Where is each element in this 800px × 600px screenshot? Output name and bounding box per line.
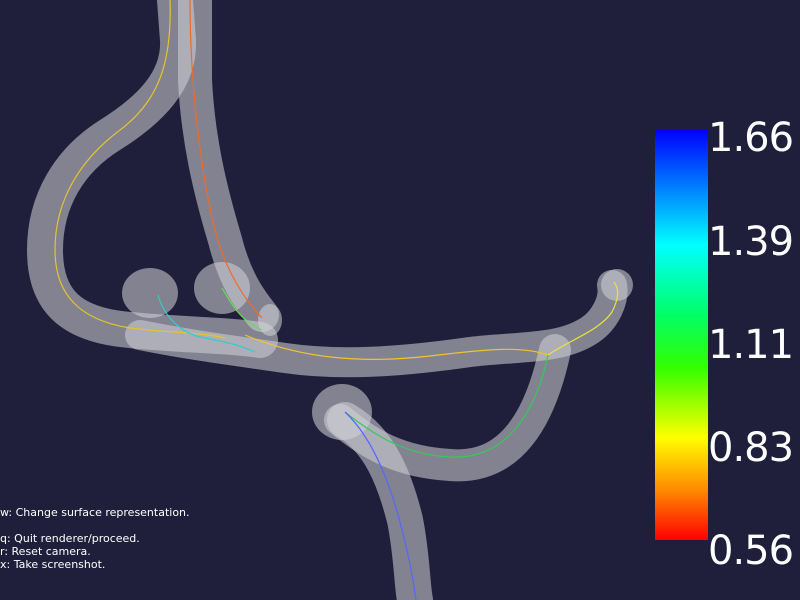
scalar-colorbar bbox=[655, 130, 708, 540]
help-quit: q: Quit renderer/proceed. bbox=[0, 532, 140, 545]
colorbar-tick-3: 1.11 bbox=[708, 322, 794, 368]
colorbar-tick-min: 0.56 bbox=[708, 528, 794, 574]
help-screenshot: x: Take screenshot. bbox=[0, 558, 106, 571]
help-surface-representation: w: Change surface representation. bbox=[0, 506, 190, 519]
colorbar-tick-2: 1.39 bbox=[708, 219, 794, 265]
help-reset-camera: r: Reset camera. bbox=[0, 545, 91, 558]
vessel-surface bbox=[27, 0, 628, 600]
colorbar-tick-max: 1.66 bbox=[708, 115, 794, 161]
centerlines bbox=[54, 0, 619, 600]
colorbar-tick-4: 0.83 bbox=[708, 425, 794, 471]
